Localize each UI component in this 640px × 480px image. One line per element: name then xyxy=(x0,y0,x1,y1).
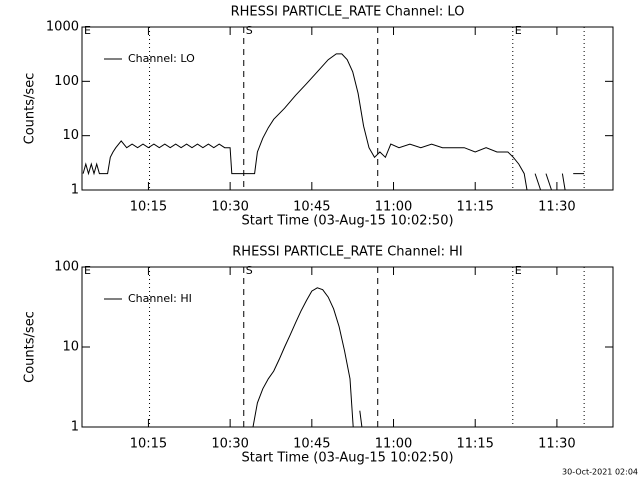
chart-title: RHESSI PARTICLE_RATE Channel: HI xyxy=(232,245,462,260)
x-tick-label: 11:00 xyxy=(375,200,412,215)
x-tick-label: 11:15 xyxy=(456,200,493,215)
y-tick-label: 100 xyxy=(54,260,79,275)
x-tick-label: 10:45 xyxy=(293,437,330,452)
x-tick-label: 10:30 xyxy=(211,437,248,452)
y-tick-label: 1 xyxy=(71,183,79,198)
series-line xyxy=(82,53,585,191)
x-axis-label: Start Time (03-Aug-15 10:02:50) xyxy=(241,214,453,229)
marker-label: E xyxy=(515,264,522,277)
x-tick-label: 10:15 xyxy=(130,437,167,452)
x-tick-label: 10:45 xyxy=(293,200,330,215)
x-tick-label: 11:30 xyxy=(538,437,575,452)
x-tick-label: 10:30 xyxy=(211,200,248,215)
chart-title: RHESSI PARTICLE_RATE Channel: LO xyxy=(231,5,465,20)
x-tick-label: 11:00 xyxy=(375,437,412,452)
marker-label: S xyxy=(246,264,253,277)
y-tick-label: 100 xyxy=(54,74,79,89)
y-tick-label: 1 xyxy=(71,420,79,435)
y-axis-label: Counts/sec xyxy=(23,311,38,383)
y-tick-label: 10 xyxy=(62,128,79,143)
marker-label: E xyxy=(84,264,91,277)
marker-label: E xyxy=(515,24,522,37)
footer: 30-Oct-2021 02:04 xyxy=(562,468,638,477)
legend-label: Channel: LO xyxy=(128,52,195,65)
y-tick-label: 10 xyxy=(62,340,79,355)
x-tick-label: 10:15 xyxy=(130,200,167,215)
x-axis-label: Start Time (03-Aug-15 10:02:50) xyxy=(241,451,453,466)
series-line xyxy=(252,287,363,428)
x-tick-label: 11:30 xyxy=(538,200,575,215)
y-axis-label: Counts/sec xyxy=(23,73,38,145)
y-tick-label: 1000 xyxy=(46,20,79,35)
legend-label: Channel: HI xyxy=(128,292,192,305)
marker-label: E xyxy=(84,24,91,37)
marker-label: S xyxy=(246,24,253,37)
x-tick-label: 11:15 xyxy=(456,437,493,452)
